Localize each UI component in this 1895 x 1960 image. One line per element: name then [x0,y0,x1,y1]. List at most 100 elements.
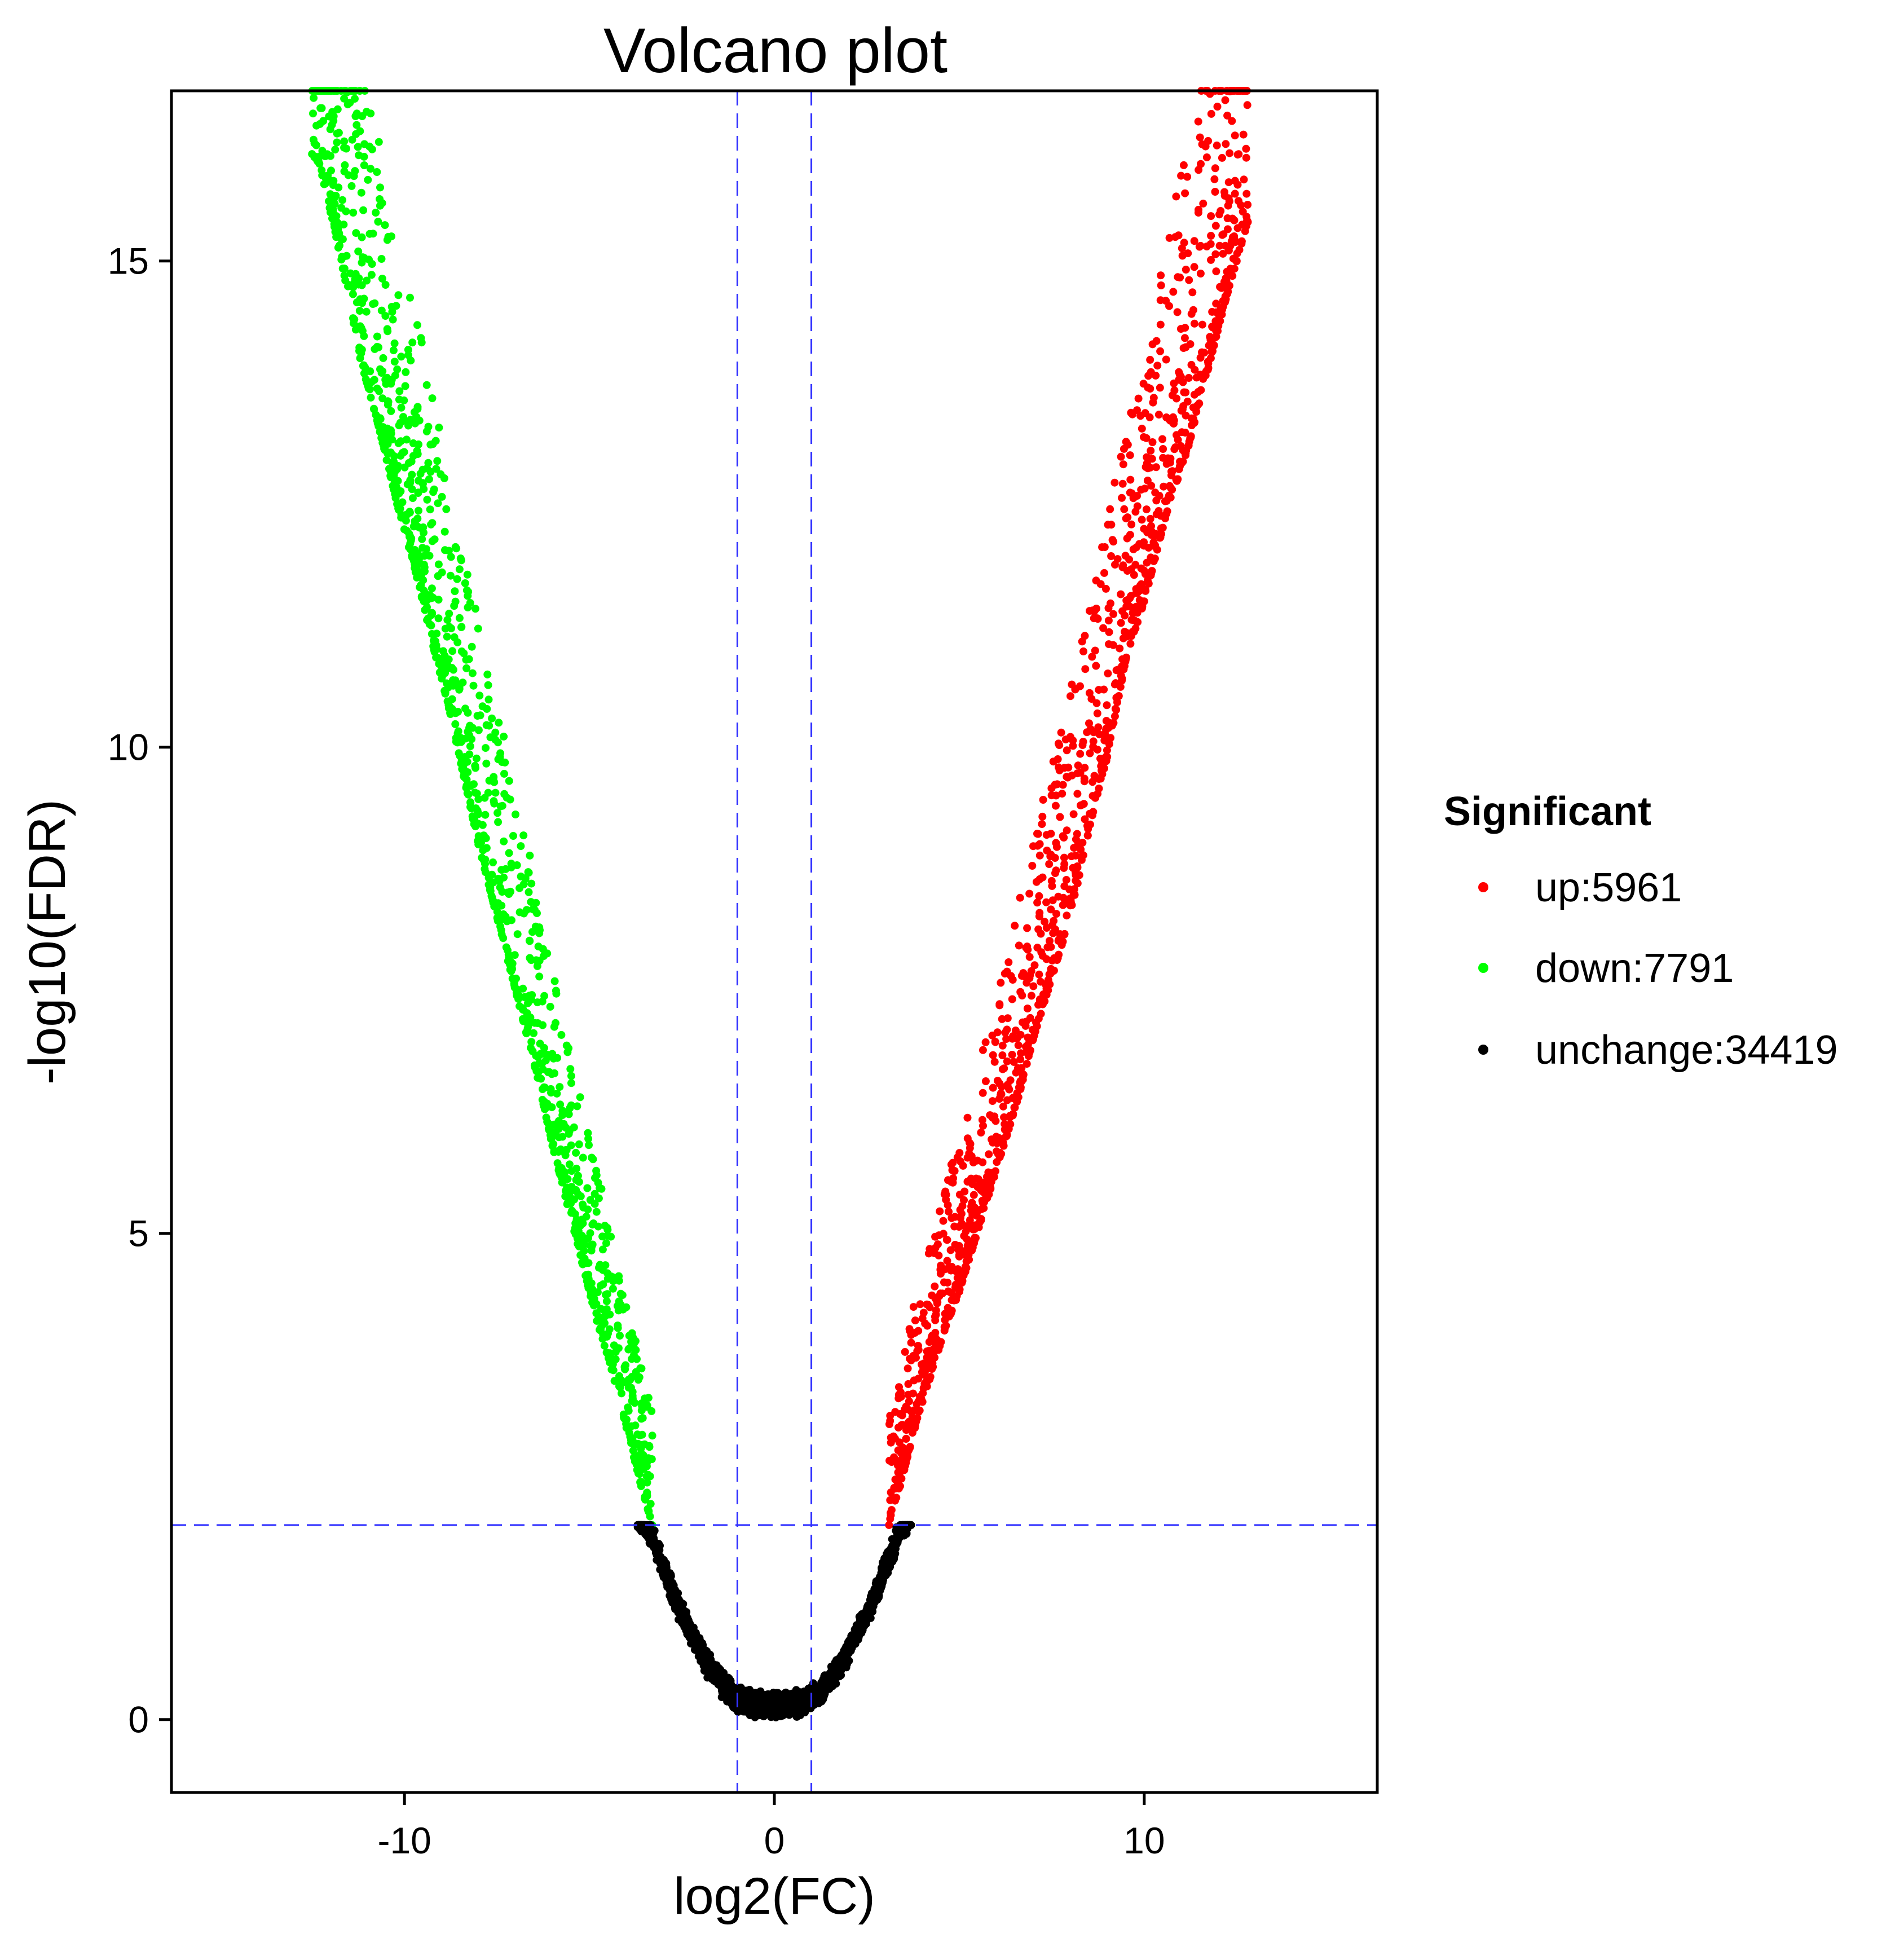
point [500,837,508,845]
point [580,1247,588,1255]
point [556,1100,565,1109]
point [482,759,491,768]
point [598,1321,607,1329]
point [926,1245,934,1253]
point [1136,412,1145,420]
point [567,1072,575,1080]
point [1183,173,1192,181]
point [993,1028,1002,1037]
point [339,253,347,261]
point [964,1222,972,1230]
point [1070,885,1078,893]
point [1242,190,1251,198]
point [909,1303,918,1311]
point [940,1327,949,1335]
point [1146,355,1154,364]
legend-key-up [1478,882,1488,892]
point [340,221,348,229]
point [1207,232,1215,240]
x-axis: -10 0 10 [377,1792,1165,1861]
point [1240,175,1248,184]
point [955,1191,964,1199]
point [1088,811,1096,820]
point [392,483,400,491]
point [888,1458,896,1466]
point [1244,218,1252,226]
point [1094,790,1102,798]
point [655,1540,663,1548]
point [1092,662,1100,670]
point [1008,1051,1016,1059]
point [602,1349,611,1356]
point [340,143,349,152]
point [931,1282,939,1290]
point [383,448,391,456]
point [1169,288,1178,296]
point [807,1693,814,1701]
point [464,790,473,799]
point [378,394,387,403]
point [374,422,383,430]
point [1104,670,1112,677]
point [1142,505,1151,514]
point [597,1281,605,1290]
y-tick-label: 15 [108,240,149,282]
point [327,208,334,217]
point [588,1243,596,1251]
point [1218,231,1227,239]
point [408,470,416,479]
point [565,1130,573,1138]
point [796,1689,805,1697]
point [1157,281,1165,289]
point [1008,995,1016,1003]
point [474,726,483,734]
point [1180,334,1189,342]
point [1063,826,1071,835]
point [1028,1025,1037,1034]
point [532,898,540,907]
point [535,972,544,981]
point [1107,552,1116,560]
point [1162,413,1171,421]
point [491,789,500,797]
point [372,209,380,217]
point [940,1278,948,1287]
point [1073,790,1082,798]
point [506,795,514,804]
point [352,121,361,129]
point [418,535,426,543]
point [928,1365,936,1373]
point [631,1421,640,1430]
point [310,94,318,102]
point [1133,406,1141,415]
point [1076,768,1085,777]
point [451,587,459,596]
point [998,1065,1007,1073]
point [918,1360,926,1369]
point [1176,274,1184,281]
point [435,660,443,668]
point [969,1191,978,1199]
point [633,1457,641,1465]
point [434,499,442,508]
point [1069,891,1078,899]
point [628,1388,637,1396]
point [576,1093,584,1102]
point [349,290,357,298]
point [389,346,398,355]
point [1146,464,1154,472]
point [1056,813,1064,821]
point [434,614,443,623]
point [616,1332,624,1340]
point [629,1446,637,1455]
point [1172,192,1180,201]
point [989,1168,998,1177]
point [1051,925,1059,933]
point [1074,761,1082,770]
point [534,1073,542,1082]
point [519,831,528,840]
point [1016,893,1024,902]
point [1213,141,1221,149]
point [535,923,544,932]
point [1243,101,1251,109]
